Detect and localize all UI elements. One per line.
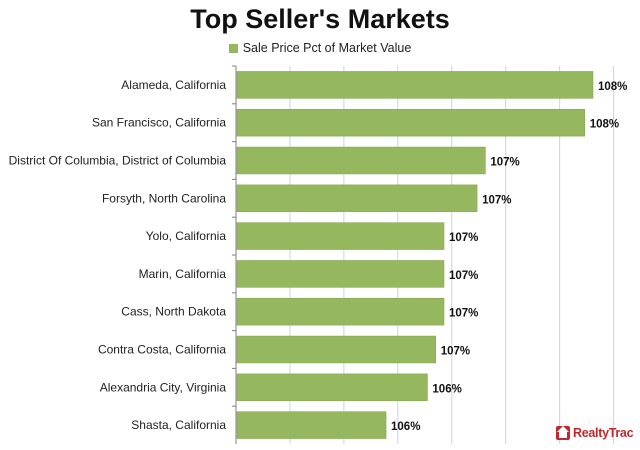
bar [236, 146, 486, 175]
bar [236, 373, 428, 402]
bar [236, 260, 445, 288]
category-label: District Of Columbia, District of Columb… [9, 154, 227, 168]
category-label: Cass, North Dakota [121, 305, 226, 319]
legend-label: Sale Price Pct of Market Value [242, 41, 412, 55]
value-label: 106% [432, 383, 461, 395]
bar [236, 297, 445, 326]
bar [236, 108, 586, 137]
chart-title: Top Seller's Markets [190, 4, 450, 34]
value-label: 106% [391, 421, 420, 433]
house-icon [556, 426, 570, 440]
category-label: Marin, California [139, 267, 227, 281]
category-label: Contra Costa, California [98, 343, 226, 357]
value-label: 107% [441, 346, 470, 358]
logo-text: RealtyTrac [573, 426, 634, 440]
legend-swatch [228, 44, 238, 54]
bar [236, 411, 387, 439]
realtytrac-logo: RealtyTrac [556, 425, 634, 441]
category-label: Yolo, California [146, 229, 227, 243]
category-label: Forsyth, North Carolina [102, 191, 226, 205]
value-label: 107% [482, 194, 511, 206]
category-label: San Francisco, California [92, 116, 226, 130]
bar [236, 222, 445, 250]
legend: Sale Price Pct of Market Value [0, 41, 640, 55]
bar [236, 71, 594, 99]
category-label: Shasta, California [131, 418, 226, 432]
category-label: Alameda, California [121, 78, 226, 92]
value-label: 107% [449, 270, 478, 282]
value-label: 107% [490, 157, 519, 169]
value-label: 107% [449, 308, 478, 320]
value-label: 107% [449, 232, 478, 244]
value-label: 108% [598, 81, 627, 93]
bar [236, 335, 436, 364]
bar [236, 184, 478, 213]
category-label: Alexandria City, Virginia [100, 380, 227, 394]
value-label: 108% [590, 119, 619, 131]
